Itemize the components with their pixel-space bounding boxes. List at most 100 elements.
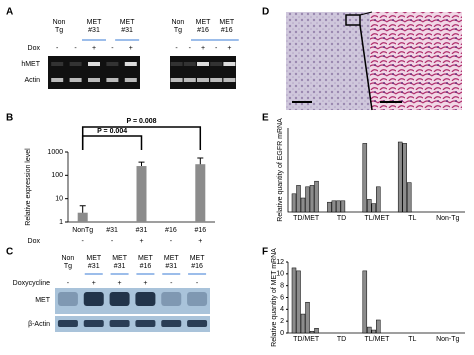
label: 1	[59, 219, 63, 226]
band	[170, 62, 183, 66]
label: -	[215, 45, 218, 52]
label: Relative expression level	[25, 148, 32, 226]
band	[170, 78, 183, 82]
label: -	[170, 280, 173, 287]
label: #16	[197, 27, 209, 34]
label: Non-Tg	[436, 215, 459, 222]
label: MET	[196, 19, 212, 26]
label: 12	[276, 259, 284, 266]
bar	[362, 270, 368, 334]
bar	[305, 186, 310, 213]
label: MET	[219, 19, 235, 26]
label: P = 0.004	[97, 128, 127, 135]
label: Non	[61, 255, 74, 262]
label: -	[67, 280, 70, 287]
band	[223, 62, 236, 66]
bar	[406, 182, 412, 213]
label: #31	[88, 263, 100, 270]
label: +	[118, 280, 122, 287]
label: NonTg	[72, 227, 93, 234]
label: Dox	[28, 238, 41, 245]
label: β-Actin	[28, 321, 50, 328]
band	[106, 62, 119, 66]
bracket	[81, 135, 143, 150]
label: -	[175, 45, 178, 52]
label: Tg	[55, 27, 63, 34]
label: TD/MET	[293, 336, 320, 343]
label: 10	[276, 271, 284, 278]
label: MET	[86, 255, 102, 262]
bar	[77, 212, 88, 222]
label: A	[6, 7, 13, 18]
label: +	[143, 280, 147, 287]
bar	[331, 200, 337, 213]
label: TD	[337, 336, 346, 343]
band	[109, 320, 130, 327]
label: hMET	[21, 61, 40, 68]
band	[124, 62, 137, 66]
label: 10	[55, 196, 63, 203]
band	[57, 320, 78, 327]
band	[183, 62, 196, 66]
band	[88, 78, 100, 82]
label: -	[196, 280, 199, 287]
label: MET	[35, 297, 51, 304]
bar	[300, 313, 306, 334]
bar	[291, 267, 297, 334]
error-bar	[138, 161, 145, 167]
label: MET	[87, 19, 103, 26]
band	[69, 62, 82, 66]
label: 0	[280, 330, 284, 337]
band	[161, 292, 182, 306]
bar	[340, 200, 346, 213]
label: Tg	[64, 263, 72, 270]
label: #16	[165, 227, 177, 234]
bar	[296, 270, 301, 334]
bar	[291, 193, 297, 213]
band	[183, 78, 196, 82]
label: -	[56, 45, 59, 52]
label: 1000	[47, 149, 63, 156]
bar	[376, 319, 381, 334]
label: TL/MET	[365, 215, 391, 222]
label: -	[170, 238, 173, 245]
band	[88, 62, 100, 66]
label: B	[6, 113, 13, 124]
label: TL/MET	[365, 336, 391, 343]
label: #31	[114, 263, 126, 270]
bar	[309, 330, 315, 334]
label: #31	[165, 263, 177, 270]
label: TL	[408, 336, 416, 343]
label: #16	[140, 263, 152, 270]
label: MET	[138, 255, 154, 262]
label: 8	[280, 283, 284, 290]
band	[135, 320, 156, 327]
band	[106, 78, 119, 82]
label: -	[82, 238, 85, 245]
blot	[55, 316, 210, 332]
bar	[367, 326, 372, 334]
bar	[136, 166, 147, 222]
label: +	[139, 238, 143, 245]
label: E	[262, 113, 269, 124]
band	[51, 78, 64, 82]
bar	[314, 328, 319, 334]
blot	[55, 288, 210, 314]
gel	[170, 56, 236, 89]
label: F	[262, 247, 268, 258]
label: -	[111, 45, 114, 52]
bar	[371, 329, 377, 334]
label: MET	[120, 19, 136, 26]
label: #31	[106, 227, 118, 234]
band	[223, 78, 236, 82]
band	[210, 78, 223, 82]
label: +	[227, 45, 231, 52]
label: 2	[280, 318, 284, 325]
label: TL	[408, 215, 416, 222]
label: MET	[164, 255, 180, 262]
label: 100	[51, 172, 63, 179]
label: -	[111, 238, 114, 245]
band	[124, 78, 137, 82]
label: MET	[112, 255, 128, 262]
label: Doxycycline	[13, 280, 50, 287]
